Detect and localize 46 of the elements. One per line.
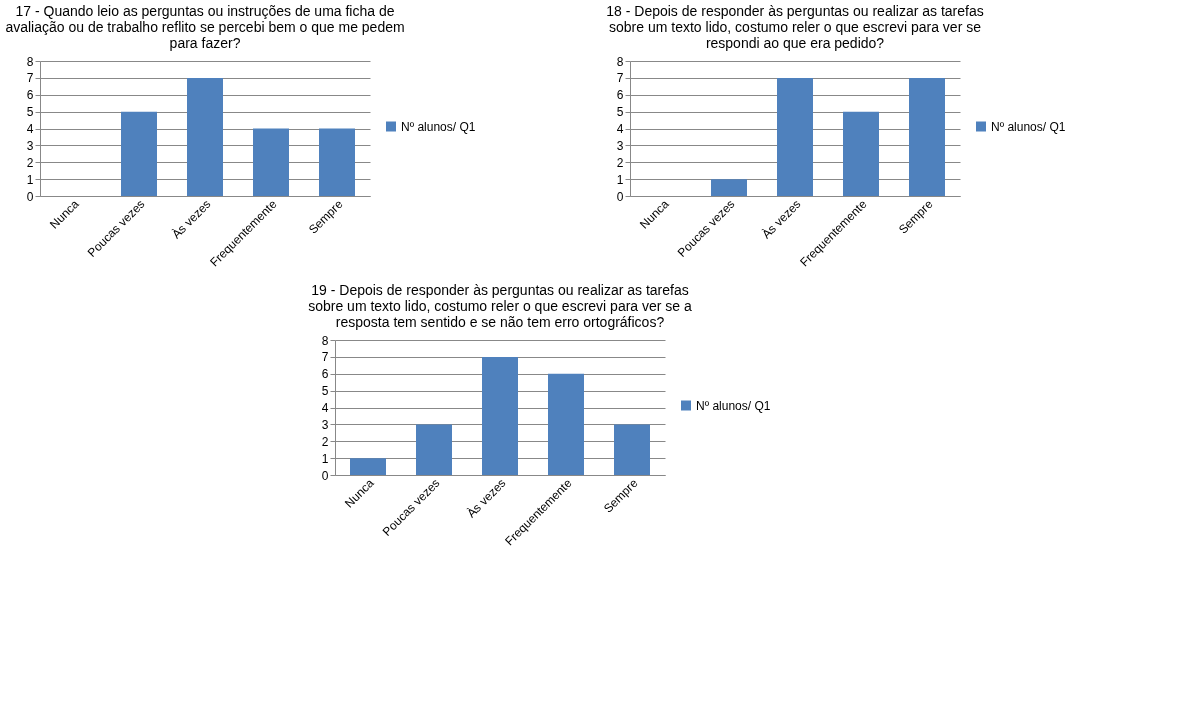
bar bbox=[777, 77, 813, 196]
bar bbox=[482, 356, 518, 475]
bar bbox=[909, 77, 945, 196]
legend-label: Nº alunos/ Q1 bbox=[696, 398, 771, 413]
chart-title: 19 - Depois de responder às perguntas ou realizar as tarefas sobre um texto lido, costumo reler o que escrevi para ver se a resposta tem sentido e se não tem erro ortográficos? bbox=[308, 282, 693, 330]
y-tick-label: 8 bbox=[26, 54, 34, 69]
y-tick-label: 1 bbox=[321, 451, 329, 466]
y-tick-label: 8 bbox=[616, 54, 624, 69]
y-tick-label: 1 bbox=[26, 172, 34, 187]
chart-title: 18 - Depois de responder às perguntas ou realizar as tarefas sobre um texto lido, costumo reler o que escrevi para ver se respondi ao que era pedido? bbox=[606, 3, 984, 51]
y-tick-label: 0 bbox=[321, 468, 329, 483]
y-tick-label: 7 bbox=[26, 71, 34, 86]
y-tick-label: 3 bbox=[616, 138, 624, 153]
y-tick-label: 0 bbox=[26, 189, 34, 204]
bar bbox=[319, 128, 355, 196]
y-tick-label: 7 bbox=[321, 350, 329, 365]
y-tick-label: 8 bbox=[321, 333, 329, 348]
bar bbox=[614, 424, 650, 475]
y-tick-label: 5 bbox=[616, 105, 624, 120]
y-tick-label: 5 bbox=[26, 105, 34, 120]
bar bbox=[187, 77, 223, 196]
bar bbox=[843, 111, 879, 196]
y-tick-label: 1 bbox=[616, 172, 624, 187]
bar bbox=[416, 424, 452, 475]
legend-label: Nº alunos/ Q1 bbox=[991, 119, 1066, 134]
bar bbox=[548, 373, 584, 475]
bar bbox=[253, 128, 289, 196]
y-tick-label: 7 bbox=[616, 71, 624, 86]
legend-label: Nº alunos/ Q1 bbox=[401, 119, 476, 134]
bar bbox=[711, 179, 747, 196]
chart-title: 17 - Quando leio as perguntas ou instruções de uma ficha de avaliação ou de trabalho reflito se percebi bem o que me pedem para fazer? bbox=[5, 3, 405, 51]
bar bbox=[121, 111, 157, 196]
y-tick-label: 2 bbox=[26, 155, 34, 170]
y-tick-label: 4 bbox=[26, 122, 34, 136]
bar bbox=[350, 458, 386, 475]
y-tick-label: 2 bbox=[321, 434, 329, 449]
y-tick-label: 6 bbox=[616, 88, 624, 103]
y-tick-label: 3 bbox=[321, 417, 329, 432]
y-tick-label: 4 bbox=[616, 122, 624, 136]
y-tick-label: 4 bbox=[321, 401, 329, 415]
y-tick-label: 2 bbox=[616, 155, 624, 170]
y-tick-label: 5 bbox=[321, 384, 329, 399]
y-tick-label: 6 bbox=[321, 367, 329, 382]
y-tick-label: 3 bbox=[26, 138, 34, 153]
y-tick-label: 0 bbox=[616, 189, 624, 204]
y-tick-label: 6 bbox=[26, 88, 34, 103]
